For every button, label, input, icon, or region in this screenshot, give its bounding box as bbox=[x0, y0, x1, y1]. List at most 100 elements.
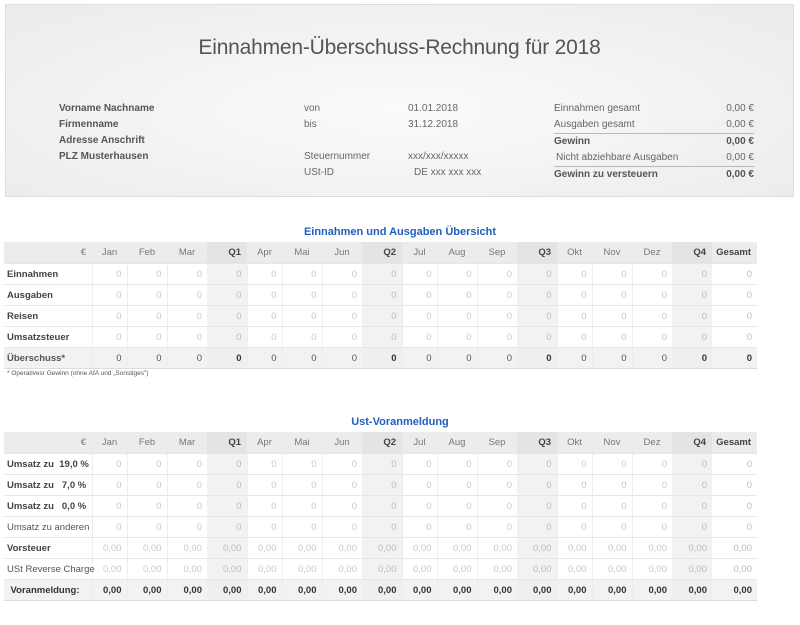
month-cell[interactable]: 0 bbox=[126, 305, 167, 327]
month-cell[interactable]: 0 bbox=[91, 453, 127, 475]
month-cell[interactable]: 0 bbox=[591, 347, 632, 369]
month-cell[interactable]: 0 bbox=[281, 305, 322, 327]
month-cell[interactable]: 0 bbox=[556, 305, 592, 327]
month-cell[interactable]: 0 bbox=[476, 347, 517, 369]
month-cell[interactable]: 0 bbox=[281, 516, 322, 538]
month-cell[interactable]: 0 bbox=[246, 305, 282, 327]
month-cell[interactable]: 0 bbox=[166, 474, 207, 496]
month-cell[interactable]: 0,00 bbox=[166, 558, 207, 580]
month-cell[interactable]: 0,00 bbox=[281, 537, 322, 559]
month-cell[interactable]: 0 bbox=[281, 453, 322, 475]
month-cell[interactable]: 0 bbox=[436, 474, 477, 496]
month-cell[interactable]: 0 bbox=[591, 453, 632, 475]
month-cell[interactable]: 0,00 bbox=[401, 558, 437, 580]
month-cell[interactable]: 0 bbox=[91, 284, 127, 306]
month-cell[interactable]: 0 bbox=[126, 516, 167, 538]
month-cell[interactable]: 0 bbox=[281, 284, 322, 306]
month-cell[interactable]: 0 bbox=[91, 516, 127, 538]
month-cell[interactable]: 0,00 bbox=[321, 579, 362, 601]
month-cell[interactable]: 0 bbox=[476, 495, 517, 517]
month-cell[interactable]: 0 bbox=[556, 495, 592, 517]
month-cell[interactable]: 0 bbox=[281, 326, 322, 348]
month-cell[interactable]: 0,00 bbox=[591, 579, 632, 601]
month-cell[interactable]: 0 bbox=[246, 453, 282, 475]
month-cell[interactable]: 0,00 bbox=[91, 558, 127, 580]
month-cell[interactable]: 0 bbox=[246, 474, 282, 496]
month-cell[interactable]: 0 bbox=[321, 284, 362, 306]
month-cell[interactable]: 0 bbox=[631, 453, 672, 475]
month-cell[interactable]: 0 bbox=[401, 305, 437, 327]
month-cell[interactable]: 0,00 bbox=[436, 579, 477, 601]
month-cell[interactable]: 0,00 bbox=[436, 558, 477, 580]
month-cell[interactable]: 0 bbox=[166, 347, 207, 369]
month-cell[interactable]: 0 bbox=[166, 326, 207, 348]
month-cell[interactable]: 0 bbox=[556, 453, 592, 475]
month-cell[interactable]: 0 bbox=[631, 347, 672, 369]
month-cell[interactable]: 0 bbox=[126, 347, 167, 369]
month-cell[interactable]: 0 bbox=[436, 284, 477, 306]
month-cell[interactable]: 0 bbox=[436, 305, 477, 327]
month-cell[interactable]: 0 bbox=[321, 326, 362, 348]
month-cell[interactable]: 0 bbox=[166, 263, 207, 285]
month-cell[interactable]: 0 bbox=[91, 474, 127, 496]
month-cell[interactable]: 0 bbox=[401, 516, 437, 538]
month-cell[interactable]: 0 bbox=[91, 263, 127, 285]
month-cell[interactable]: 0 bbox=[281, 474, 322, 496]
month-cell[interactable]: 0,00 bbox=[281, 558, 322, 580]
month-cell[interactable]: 0 bbox=[476, 305, 517, 327]
month-cell[interactable]: 0,00 bbox=[246, 558, 282, 580]
month-cell[interactable]: 0 bbox=[591, 516, 632, 538]
month-cell[interactable]: 0 bbox=[476, 326, 517, 348]
month-cell[interactable]: 0 bbox=[631, 305, 672, 327]
month-cell[interactable]: 0,00 bbox=[556, 537, 592, 559]
month-cell[interactable]: 0 bbox=[126, 495, 167, 517]
month-cell[interactable]: 0 bbox=[246, 284, 282, 306]
month-cell[interactable]: 0 bbox=[91, 347, 127, 369]
month-cell[interactable]: 0 bbox=[281, 347, 322, 369]
month-cell[interactable]: 0,00 bbox=[591, 537, 632, 559]
month-cell[interactable]: 0 bbox=[91, 326, 127, 348]
month-cell[interactable]: 0 bbox=[246, 326, 282, 348]
month-cell[interactable]: 0 bbox=[631, 326, 672, 348]
month-cell[interactable]: 0 bbox=[556, 516, 592, 538]
month-cell[interactable]: 0 bbox=[436, 326, 477, 348]
month-cell[interactable]: 0,00 bbox=[476, 558, 517, 580]
month-cell[interactable]: 0 bbox=[476, 516, 517, 538]
month-cell[interactable]: 0 bbox=[591, 284, 632, 306]
month-cell[interactable]: 0 bbox=[631, 495, 672, 517]
month-cell[interactable]: 0 bbox=[321, 305, 362, 327]
month-cell[interactable]: 0,00 bbox=[281, 579, 322, 601]
month-cell[interactable]: 0 bbox=[556, 474, 592, 496]
month-cell[interactable]: 0 bbox=[436, 347, 477, 369]
month-cell[interactable]: 0 bbox=[246, 516, 282, 538]
month-cell[interactable]: 0 bbox=[246, 263, 282, 285]
month-cell[interactable]: 0 bbox=[126, 474, 167, 496]
month-cell[interactable]: 0 bbox=[321, 516, 362, 538]
month-cell[interactable]: 0 bbox=[281, 495, 322, 517]
month-cell[interactable]: 0 bbox=[246, 347, 282, 369]
month-cell[interactable]: 0 bbox=[166, 284, 207, 306]
month-cell[interactable]: 0 bbox=[556, 347, 592, 369]
month-cell[interactable]: 0 bbox=[436, 516, 477, 538]
month-cell[interactable]: 0 bbox=[476, 453, 517, 475]
month-cell[interactable]: 0,00 bbox=[436, 537, 477, 559]
month-cell[interactable]: 0 bbox=[166, 516, 207, 538]
month-cell[interactable]: 0 bbox=[436, 453, 477, 475]
month-cell[interactable]: 0 bbox=[591, 495, 632, 517]
month-cell[interactable]: 0 bbox=[166, 495, 207, 517]
month-cell[interactable]: 0 bbox=[631, 284, 672, 306]
month-cell[interactable]: 0 bbox=[556, 326, 592, 348]
month-cell[interactable]: 0,00 bbox=[401, 579, 437, 601]
month-cell[interactable]: 0 bbox=[401, 495, 437, 517]
month-cell[interactable]: 0 bbox=[321, 474, 362, 496]
month-cell[interactable]: 0,00 bbox=[246, 579, 282, 601]
month-cell[interactable]: 0 bbox=[126, 326, 167, 348]
month-cell[interactable]: 0,00 bbox=[166, 579, 207, 601]
month-cell[interactable]: 0 bbox=[126, 453, 167, 475]
month-cell[interactable]: 0 bbox=[166, 305, 207, 327]
month-cell[interactable]: 0 bbox=[436, 495, 477, 517]
month-cell[interactable]: 0,00 bbox=[126, 558, 167, 580]
month-cell[interactable]: 0,00 bbox=[556, 558, 592, 580]
month-cell[interactable]: 0,00 bbox=[476, 537, 517, 559]
month-cell[interactable]: 0,00 bbox=[631, 558, 672, 580]
